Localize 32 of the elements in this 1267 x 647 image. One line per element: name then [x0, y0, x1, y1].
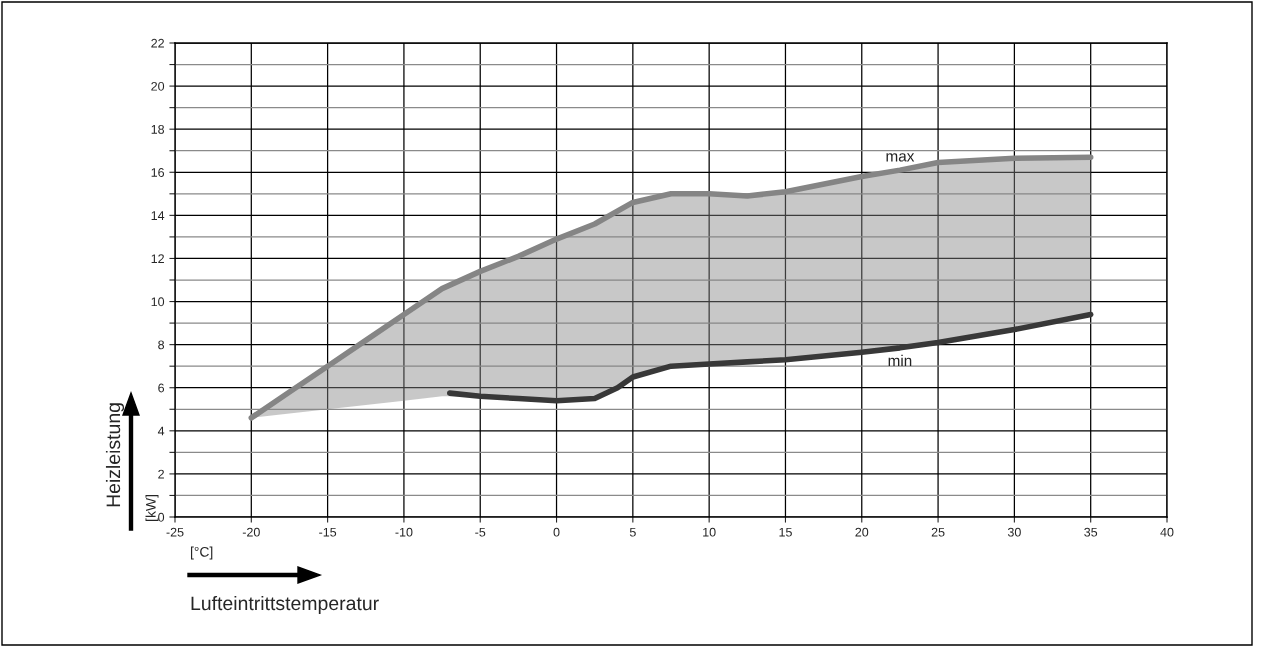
- x-tick-label: 40: [1160, 527, 1174, 537]
- x-tick-label: -20: [242, 527, 260, 537]
- x-tick-label: 5: [629, 527, 636, 537]
- x-tick-label: 15: [779, 527, 792, 537]
- y-tick-label: 18: [151, 124, 165, 134]
- x-axis-title: Lufteintrittstemperatur: [191, 595, 379, 615]
- x-tick-label: 0: [553, 527, 560, 537]
- x-tick-label: -10: [395, 527, 413, 537]
- y-tick-label: 0: [158, 512, 165, 522]
- x-tick-label: -5: [475, 527, 486, 537]
- text: [°C]: [190, 546, 213, 560]
- x-tick-label: 20: [855, 527, 869, 537]
- y-tick-label: 14: [151, 211, 165, 220]
- y-tick-label: 6: [158, 383, 165, 393]
- text: [kW]: [145, 495, 159, 521]
- y-tick-label: 16: [151, 168, 165, 177]
- y-tick-label: 4: [157, 426, 165, 436]
- y-axis-title: Heizleistung: [105, 403, 125, 507]
- y-tick-label: 12: [151, 254, 164, 263]
- x-tick-label: 25: [931, 527, 945, 537]
- x-tick-label: 30: [1007, 527, 1021, 537]
- y-tick-label: 22: [151, 38, 164, 48]
- series-label: min: [888, 354, 912, 366]
- x-tick-label: -15: [319, 527, 337, 537]
- y-tick-label: 20: [151, 81, 165, 91]
- x-tick-label: 10: [703, 527, 716, 537]
- x-tick-label: -25: [166, 527, 184, 537]
- series-label: max: [886, 153, 915, 162]
- y-tick-label: 10: [151, 297, 165, 307]
- x-tick-label: 35: [1084, 527, 1098, 537]
- y-tick-label: 2: [158, 469, 164, 479]
- y-tick-label: 8: [158, 340, 165, 350]
